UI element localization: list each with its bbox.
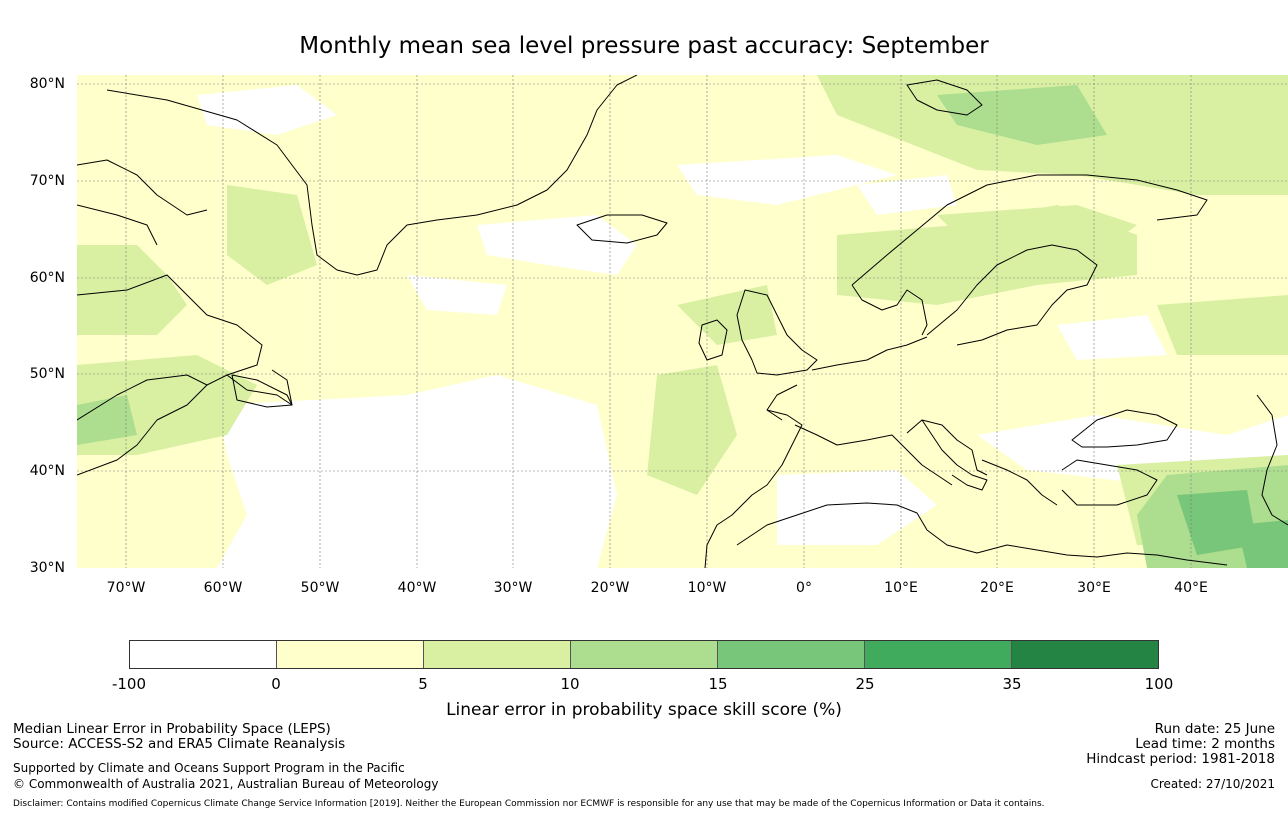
run-date: Run date: 25 June <box>1154 721 1275 737</box>
map-title: Monthly mean sea level pressure past acc… <box>299 33 989 59</box>
lon-label: 20°W <box>590 580 630 596</box>
lon-label: 0° <box>796 580 812 596</box>
lon-label: 70°W <box>106 580 146 596</box>
footer-source: Source: ACCESS-S2 and ERA5 Climate Reana… <box>13 736 346 752</box>
colorbar-segment <box>277 641 424 668</box>
colorbar-tick: 5 <box>418 675 428 693</box>
coast-svalbard <box>906 79 983 116</box>
colorbar <box>129 640 1159 669</box>
coast-black-sea <box>1071 409 1178 448</box>
coastlines <box>77 75 1288 568</box>
colorbar-tick: -100 <box>111 675 147 693</box>
graticule <box>77 75 1288 568</box>
lat-label: 60°N <box>29 270 65 286</box>
hindcast-period: Hindcast period: 1981-2018 <box>1086 751 1275 767</box>
colorbar-label: Linear error in probability space skill … <box>446 700 842 720</box>
coast-labrador <box>77 274 293 406</box>
lon-label: 10°W <box>687 580 727 596</box>
coast-britain <box>736 289 818 376</box>
lon-label: 20°E <box>980 580 1014 596</box>
colorbar-segment <box>571 641 718 668</box>
lat-label: 40°N <box>29 463 65 479</box>
lon-label: 10°E <box>884 580 918 596</box>
coast-africa <box>736 502 1228 566</box>
lon-label: 30°W <box>493 580 533 596</box>
coast-turkey <box>1061 459 1158 506</box>
coast-iceland <box>576 214 668 244</box>
colorbar-segment <box>865 641 1012 668</box>
colorbar-segment <box>718 641 865 668</box>
colorbar-segment <box>1012 641 1158 668</box>
coast-iberia <box>704 409 803 568</box>
coast-norway <box>851 174 1208 336</box>
lon-label: 40°E <box>1174 580 1208 596</box>
colorbar-tick: 100 <box>1144 675 1174 693</box>
coast-baffin <box>77 159 208 246</box>
colorbar-tick: 25 <box>855 675 875 693</box>
lon-label: 60°W <box>203 580 243 596</box>
coast-ireland <box>698 319 728 361</box>
lon-label: 40°W <box>397 580 437 596</box>
lat-label: 80°N <box>29 76 65 92</box>
coast-baltic <box>926 244 1098 346</box>
lat-label: 70°N <box>29 173 65 189</box>
lon-label: 30°E <box>1077 580 1111 596</box>
created-date: Created: 27/10/2021 <box>1150 777 1275 791</box>
coast-caspian <box>1256 394 1288 526</box>
skill-region-15-25 <box>1177 490 1288 568</box>
lon-label: 50°W <box>300 580 340 596</box>
coast-newfoundland <box>231 374 293 408</box>
disclaimer: Disclaimer: Contains modified Copernicus… <box>13 799 1045 809</box>
coast-france <box>766 336 928 421</box>
lat-label: 50°N <box>29 366 65 382</box>
colorbar-tick: 15 <box>708 675 728 693</box>
coast-maritime <box>77 374 208 476</box>
skill-map <box>77 75 1288 568</box>
footer-support: Supported by Climate and Oceans Support … <box>13 761 405 775</box>
footer-copyright: © Commonwealth of Australia 2021, Austra… <box>13 777 439 791</box>
footer-leps: Median Linear Error in Probability Space… <box>13 721 331 737</box>
lat-label: 30°N <box>29 560 65 576</box>
coast-greenland <box>106 75 638 276</box>
colorbar-segment <box>130 641 277 668</box>
coast-italy <box>921 419 988 491</box>
colorbar-tick: 10 <box>560 675 580 693</box>
lead-time: Lead time: 2 months <box>1135 736 1275 752</box>
skill-map-canvas <box>77 75 1288 568</box>
colorbar-tick: 0 <box>271 675 281 693</box>
colorbar-tick: 35 <box>1002 675 1022 693</box>
colorbar-segment <box>424 641 571 668</box>
